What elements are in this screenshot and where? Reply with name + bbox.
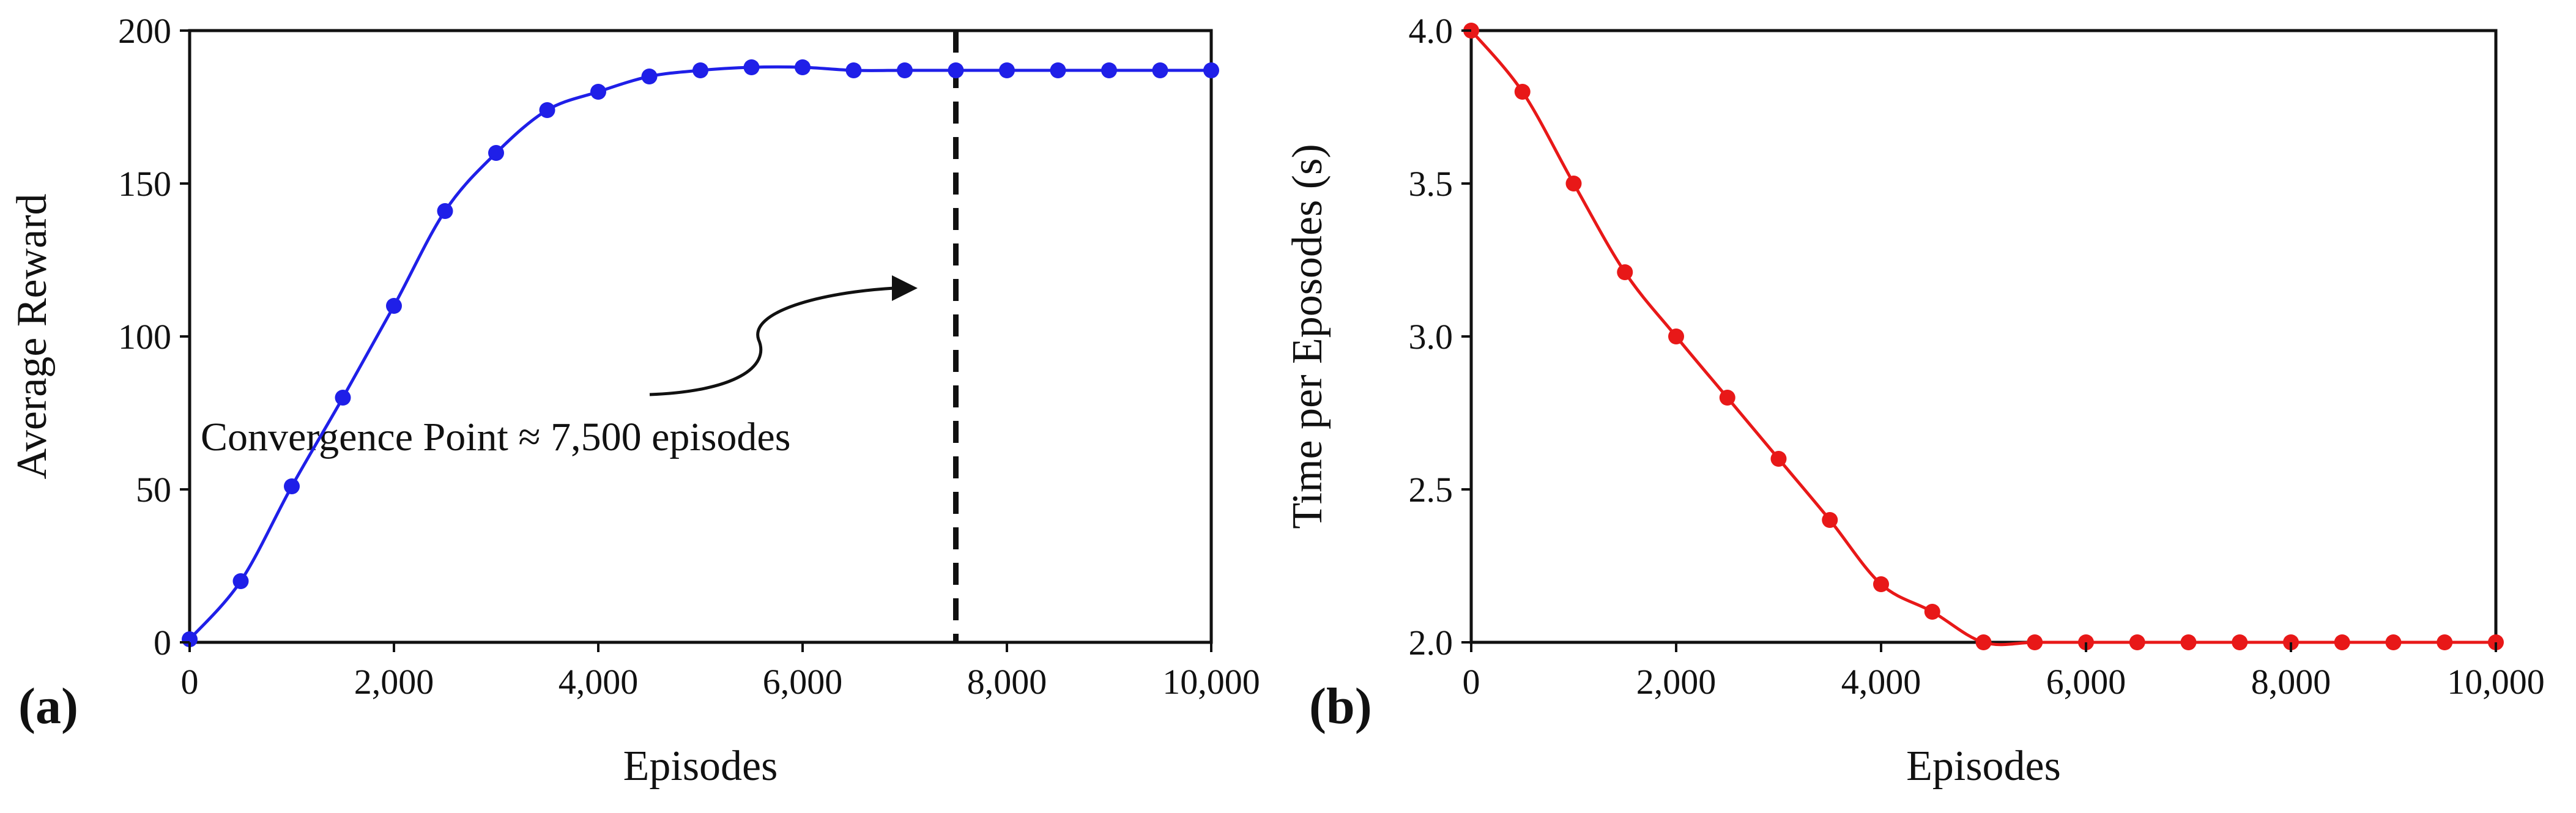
data-point bbox=[590, 84, 606, 100]
data-point bbox=[999, 62, 1015, 78]
y-axis-label-a: Average Reward bbox=[9, 193, 56, 479]
data-point bbox=[1975, 634, 1992, 650]
x-axis-label-b: Episodes bbox=[1906, 743, 2061, 790]
y-tick-label: 4.0 bbox=[1409, 11, 1453, 51]
data-point bbox=[1203, 62, 1219, 78]
x-tick-label: 2,000 bbox=[1636, 662, 1717, 702]
data-point bbox=[1770, 451, 1787, 467]
plot-frame-a bbox=[188, 29, 1213, 644]
data-point bbox=[2027, 634, 2043, 650]
data-point bbox=[1924, 604, 1940, 620]
data-point bbox=[539, 102, 555, 118]
data-point bbox=[845, 62, 862, 78]
data-point bbox=[1617, 264, 1633, 280]
data-point bbox=[1101, 62, 1117, 78]
y-tick-label: 3.0 bbox=[1409, 317, 1453, 357]
x-tick-label: 4,000 bbox=[559, 662, 639, 702]
x-tick-label: 6,000 bbox=[2046, 662, 2126, 702]
data-point bbox=[897, 62, 913, 78]
data-point bbox=[2129, 634, 2145, 650]
data-point bbox=[437, 203, 453, 219]
arrowhead-icon bbox=[892, 275, 918, 301]
y-tick-label: 3.5 bbox=[1409, 164, 1453, 204]
data-point bbox=[386, 298, 402, 314]
y-tick-label: 0 bbox=[154, 623, 171, 663]
data-point bbox=[948, 62, 964, 78]
x-tick-label: 2,000 bbox=[354, 662, 434, 702]
panel-label-b: (b) bbox=[1309, 678, 1372, 735]
data-point bbox=[335, 390, 351, 406]
y-tick-label: 2.5 bbox=[1409, 470, 1453, 510]
data-point bbox=[692, 62, 708, 78]
data-point bbox=[2334, 634, 2350, 650]
data-point bbox=[1514, 84, 1531, 100]
data-point bbox=[1822, 512, 1838, 528]
chart-b: 0 2,000 4,000 6,000 8,000 10,000 2.0 2.5 3.0 3.5… bbox=[1284, 11, 2545, 790]
data-point bbox=[232, 573, 249, 589]
data-point bbox=[2385, 634, 2402, 650]
convergence-arrow bbox=[649, 286, 895, 396]
data-point bbox=[795, 59, 811, 75]
plot-frame-b bbox=[1469, 29, 2498, 644]
series-line-a bbox=[188, 65, 1211, 640]
data-point bbox=[1668, 329, 1684, 344]
data-point bbox=[1719, 390, 1735, 406]
x-tick-label: 0 bbox=[1463, 662, 1480, 702]
data-point bbox=[2232, 634, 2248, 650]
x-tick-label: 0 bbox=[181, 662, 199, 702]
panel-label-a: (a) bbox=[18, 678, 78, 735]
data-point bbox=[1873, 576, 1889, 592]
x-tick-label: 4,000 bbox=[1841, 662, 1921, 702]
series-line-b bbox=[1470, 29, 2496, 647]
y-axis-label-b: Time per Eposodes (s) bbox=[1284, 144, 1331, 529]
data-point bbox=[1050, 62, 1066, 78]
x-tick-label: 8,000 bbox=[967, 662, 1047, 702]
y-tick-label: 50 bbox=[136, 470, 171, 510]
y-tick-label: 2.0 bbox=[1409, 623, 1453, 663]
data-point bbox=[2437, 634, 2453, 650]
data-point bbox=[1152, 62, 1168, 78]
data-point bbox=[1565, 176, 1582, 191]
x-tick-label: 10,000 bbox=[1162, 662, 1260, 702]
data-point bbox=[488, 145, 504, 161]
x-axis-label-a: Episodes bbox=[623, 743, 778, 790]
chart-a: Convergence Point ≈ 7,500 episodes 0 2,00… bbox=[9, 11, 1260, 790]
x-tick-label: 8,000 bbox=[2251, 662, 2331, 702]
x-tick-label: 10,000 bbox=[2447, 662, 2545, 702]
data-point bbox=[641, 69, 658, 84]
convergence-annotation: Convergence Point ≈ 7,500 episodes bbox=[201, 415, 790, 459]
x-tick-label: 6,000 bbox=[763, 662, 843, 702]
data-point bbox=[743, 59, 760, 75]
y-tick-label: 150 bbox=[118, 164, 171, 204]
data-point bbox=[284, 478, 300, 494]
y-tick-label: 100 bbox=[118, 317, 171, 357]
y-tick-label: 200 bbox=[118, 11, 171, 51]
data-point bbox=[2180, 634, 2197, 650]
